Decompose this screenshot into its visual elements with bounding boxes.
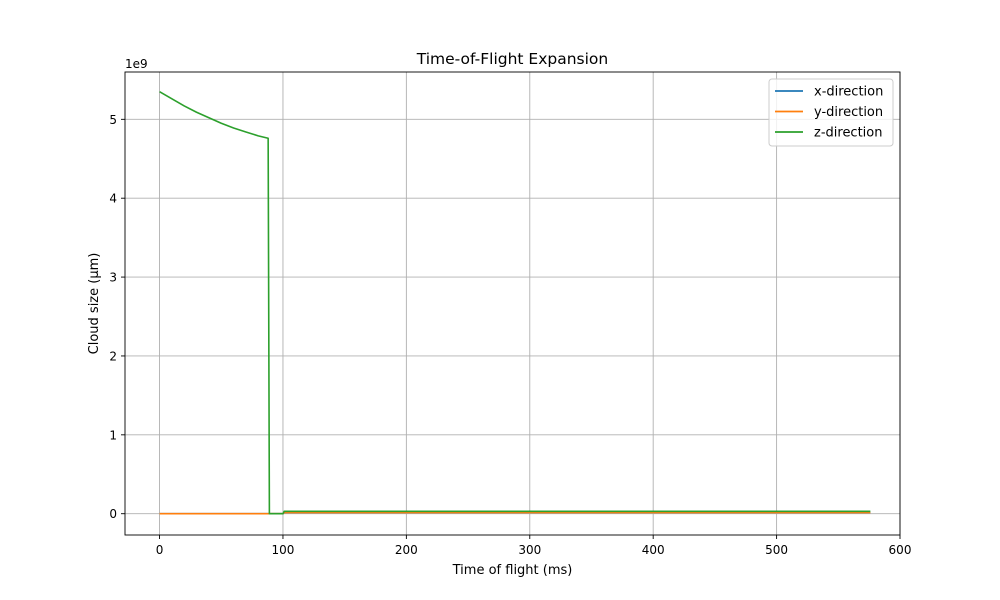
y-tick-label: 2 [109, 349, 117, 363]
y-tick-label: 1 [109, 428, 117, 442]
series-lines [159, 91, 871, 515]
x-tick-label: 300 [518, 543, 541, 557]
series-line-z-direction [159, 91, 871, 515]
legend: x-direction y-direction z-direction [768, 78, 894, 147]
x-tick-label: 100 [272, 543, 295, 557]
legend-box [768, 78, 894, 147]
chart-title: Time-of-Flight Expansion [416, 50, 609, 68]
y-tick-label: 3 [109, 271, 117, 285]
legend-label: y-direction [814, 105, 883, 120]
y-tick-label: 4 [109, 192, 117, 206]
x-tick-label: 0 [156, 543, 164, 557]
legend-label: x-direction [814, 85, 883, 100]
y-tick-label: 5 [109, 113, 117, 127]
ticks: 0 100 200 300 400 500 600 0 1 2 3 4 5 [109, 113, 911, 557]
x-axis-label: Time of flight (ms) [452, 563, 573, 578]
x-tick-label: 200 [395, 543, 418, 557]
y-axis-offset-text: 1e9 [125, 57, 148, 71]
legend-label: z-direction [814, 126, 883, 141]
x-tick-label: 400 [642, 543, 665, 557]
x-tick-label: 600 [889, 543, 912, 557]
plot-frame [124, 71, 901, 536]
x-tick-label: 500 [765, 543, 788, 557]
y-tick-label: 0 [109, 507, 117, 521]
y-axis-label: Cloud size (μm) [87, 253, 102, 355]
